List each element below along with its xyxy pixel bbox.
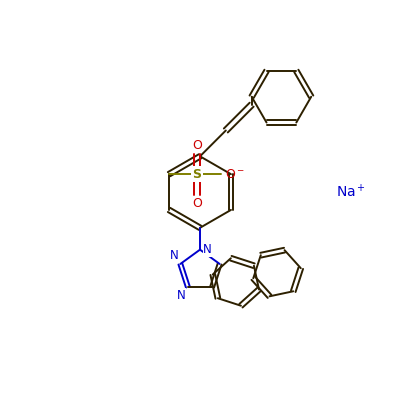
Text: S: S — [192, 168, 201, 181]
Text: O: O — [192, 197, 202, 210]
Text: N: N — [203, 243, 212, 256]
Text: O$^-$: O$^-$ — [225, 168, 245, 181]
Text: N: N — [177, 289, 186, 302]
Text: N: N — [170, 249, 178, 262]
Text: Na$^+$: Na$^+$ — [336, 184, 366, 201]
Text: O: O — [192, 138, 202, 152]
